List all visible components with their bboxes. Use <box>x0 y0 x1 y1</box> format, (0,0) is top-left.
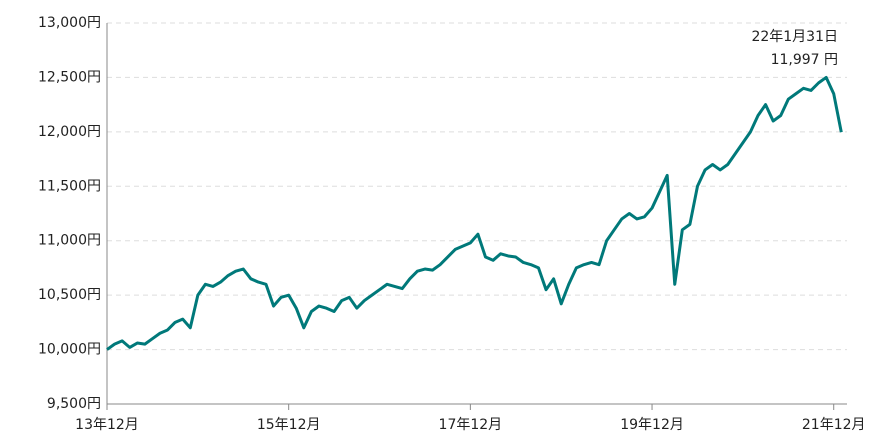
x-tick-label: 13年12月 <box>75 417 139 433</box>
x-tick-label: 17年12月 <box>439 417 503 433</box>
y-tick-label: 11,500円 <box>38 178 101 194</box>
x-tick-label: 19年12月 <box>620 417 684 433</box>
annotation-date: 22年1月31日 <box>751 29 838 45</box>
y-tick-label: 13,000円 <box>38 15 101 31</box>
y-tick-label: 12,500円 <box>38 69 101 85</box>
x-tick-label: 21年12月 <box>802 417 866 433</box>
y-tick-label: 9,500円 <box>47 396 101 412</box>
value-label: 11,997 円 <box>771 52 838 68</box>
line-series <box>106 75 843 351</box>
y-tick-label: 10,000円 <box>38 342 101 358</box>
x-tick-label: 15年12月 <box>257 417 321 433</box>
y-tick-label: 11,000円 <box>38 233 101 249</box>
y-tick-label: 10,500円 <box>38 287 101 303</box>
y-tick-label: 12,000円 <box>38 124 101 140</box>
